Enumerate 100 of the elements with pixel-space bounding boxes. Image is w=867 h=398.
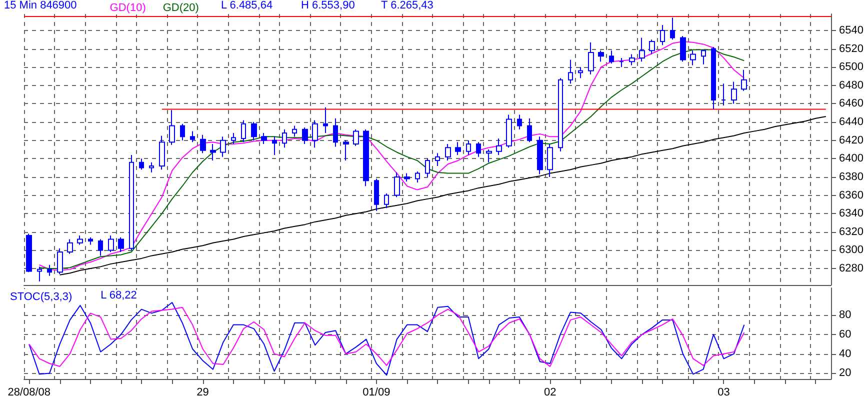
candlestick: [527, 118, 532, 143]
candlestick: [98, 238, 103, 256]
text: T 6.265,43: [381, 0, 434, 12]
x-tick-label: 28/08/08: [8, 386, 51, 398]
candlestick: [517, 114, 522, 130]
line-series: [59, 116, 826, 276]
x-tick-label: 01/09: [362, 386, 390, 398]
y-tick-label: 6480: [839, 79, 864, 92]
candlestick: [210, 144, 216, 161]
candlestick: [374, 178, 379, 212]
candlestick: [721, 83, 726, 106]
candlestick: [741, 69, 747, 92]
candlestick: [476, 142, 481, 158]
candlestick: [108, 235, 114, 253]
candlestick: [57, 248, 63, 275]
candlestick: [619, 57, 624, 68]
candlestick: [578, 66, 583, 79]
x-tick-label: 03: [718, 386, 730, 398]
candlestick: [312, 120, 318, 148]
line-series: [28, 302, 745, 376]
candlestick: [26, 233, 32, 273]
candlestick: [496, 138, 502, 156]
candlestick: [67, 238, 73, 254]
candlestick: [711, 46, 716, 110]
candlestick: [415, 170, 420, 183]
candlestick: [588, 42, 594, 75]
candlestick: [660, 24, 665, 46]
candlestick: [282, 128, 287, 148]
candlestick: [77, 235, 83, 246]
candlestick: [466, 140, 471, 156]
candlestick: [455, 142, 461, 156]
candlestick: [139, 158, 144, 170]
candlestick: [445, 144, 451, 161]
y-tick-label: 6500: [839, 61, 864, 74]
candlestick: [353, 128, 359, 146]
candlestick: [231, 132, 236, 145]
text: L 6.485,64: [221, 0, 273, 12]
candlestick: [394, 172, 400, 198]
candlestick: [537, 136, 543, 175]
candlestick: [435, 152, 440, 166]
y-tick-label: 6420: [839, 134, 864, 146]
candlestick: [506, 114, 512, 148]
series-label: STOC(5,3,3): [10, 291, 72, 303]
y-tick-label: 6280: [839, 262, 864, 275]
candlestick: [149, 162, 154, 173]
candlestick: [404, 172, 410, 182]
y-tick-label: 6320: [839, 226, 864, 238]
y-tick-label: 6340: [839, 208, 864, 220]
candlestick: [384, 192, 389, 209]
line-series: [28, 306, 745, 367]
y-tick-label: 6540: [839, 24, 864, 36]
candlestick: [670, 17, 675, 40]
candlestick: [558, 78, 563, 152]
candlestick: [323, 106, 328, 134]
candlestick: [701, 50, 706, 65]
candlestick: [333, 118, 338, 148]
candlestick: [190, 130, 195, 143]
candlestick: [251, 122, 257, 141]
candlestick: [649, 39, 655, 55]
candlestick: [261, 132, 267, 145]
candlestick: [129, 154, 134, 251]
candlestick: [639, 37, 645, 62]
y-tick-label: 6360: [839, 189, 864, 202]
candlestick: [180, 123, 185, 141]
candlestick: [159, 135, 165, 170]
candlestick: [690, 50, 696, 66]
annotation: L 68,22: [100, 290, 137, 302]
candlestick: [292, 125, 297, 138]
candlestick: [169, 110, 175, 146]
x-tick-label: 29: [196, 386, 209, 398]
text: GD(20): [162, 2, 199, 14]
candlestick: [568, 59, 573, 84]
candlestick: [629, 54, 635, 66]
candlestick: [220, 136, 226, 158]
chart-title: 15 Min 846900: [4, 0, 77, 12]
y-tick-label: 6300: [839, 244, 864, 256]
text: GD(10): [110, 2, 146, 14]
candlestick: [241, 120, 246, 143]
candlestick: [598, 50, 604, 62]
candlestick: [343, 140, 349, 161]
candlestick: [118, 236, 124, 253]
candlestick: [609, 50, 614, 64]
candlestick: [425, 158, 430, 178]
y-tick-label: 6520: [839, 42, 864, 55]
y-tick-label: 40: [839, 348, 852, 360]
candlestick: [272, 136, 277, 156]
y-tick-label: 6400: [839, 152, 864, 165]
x-tick-label: 02: [544, 386, 556, 398]
y-tick-label: 6460: [839, 98, 864, 110]
candlestick: [547, 144, 553, 178]
y-tick-label: 80: [839, 309, 852, 322]
candlestick: [486, 149, 492, 163]
candlestick: [47, 264, 52, 276]
candlestick: [200, 134, 206, 154]
y-tick-label: 6440: [839, 116, 864, 128]
candlestick: [88, 236, 93, 246]
candlestick: [680, 35, 686, 62]
candlestick: [363, 128, 369, 187]
candlestick: [302, 127, 308, 145]
candlestick: [731, 81, 737, 104]
